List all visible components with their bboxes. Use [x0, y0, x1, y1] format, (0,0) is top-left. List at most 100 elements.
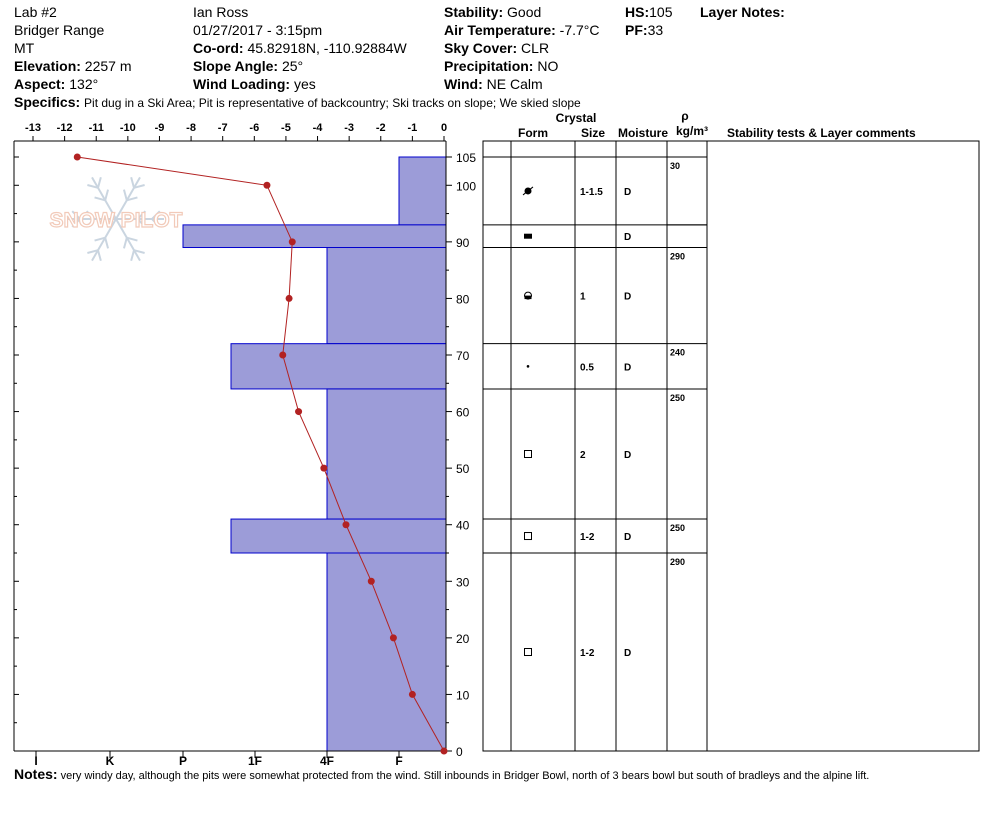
sky-row: Sky Cover: CLR	[444, 39, 600, 57]
slope-row: Slope Angle: 25°	[193, 57, 407, 75]
height-tick-label: 90	[456, 236, 470, 250]
range-name: Bridger Range	[14, 22, 105, 38]
temperature-point	[295, 408, 303, 416]
hardness-tick-label: F	[395, 754, 402, 768]
temperature-point	[263, 181, 271, 189]
hardness-bar	[398, 156, 447, 226]
temperature-tick-label: -5	[281, 122, 291, 134]
height-tick-label: 80	[456, 292, 470, 306]
temperature-tick-label: -11	[89, 122, 104, 134]
height-tick-label: 30	[456, 575, 470, 589]
pf-value: 33	[647, 22, 664, 38]
hardness-tick-label: K	[106, 754, 115, 768]
coord-row: Co-ord: 45.82918N, -110.92884W	[193, 39, 407, 57]
location-name: Lab #2	[14, 4, 57, 20]
temperature-tick-label: -7	[218, 122, 228, 134]
aspect-row: Aspect: 132°	[14, 75, 132, 93]
specifics-text: Pit dug in a Ski Area; Pit is representa…	[84, 96, 581, 110]
slope-value: 25°	[281, 58, 304, 74]
hardness-tick-label: P	[179, 754, 187, 768]
height-tick-label: 70	[456, 349, 470, 363]
snowpilot-logo: SNOW PILOT	[49, 176, 183, 262]
temperature-point	[408, 690, 416, 698]
header-col-location: Lab #2 Bridger Range MT Elevation: 2257 …	[14, 3, 132, 93]
height-tick-label: 100	[456, 179, 476, 193]
sky-label: Sky Cover:	[444, 40, 518, 56]
wind-value: NE Calm	[486, 76, 543, 92]
height-tick-label: 0	[456, 745, 463, 759]
pf-label: PF:	[625, 22, 648, 38]
temperature-point	[320, 464, 328, 472]
temperature-point	[440, 747, 448, 755]
hs-value: 105	[649, 4, 673, 20]
stability-row: Stability: Good	[444, 3, 600, 21]
snowpilot-logo-text: SNOW PILOT	[50, 209, 183, 232]
hardness-bar	[230, 518, 447, 554]
temperature-tick-label: -6	[249, 122, 259, 134]
hardness-bar	[182, 224, 447, 249]
temperature-point	[285, 294, 293, 302]
air-temp-label: Air Temperature:	[444, 22, 556, 38]
temperature-tick-label: 0	[441, 122, 447, 134]
precip-value: NO	[537, 58, 559, 74]
elevation-value: 2257 m	[84, 58, 132, 74]
height-tick-label: 60	[456, 406, 470, 420]
chart-axes: -13 -12 -11 -10 -9 -8 -7 -6 -5 -4 -3 -2 -1 0010203040…	[13, 122, 476, 768]
header-col-observer: Ian Ross 01/27/2017 - 3:15pm Co-ord: 45.…	[193, 3, 407, 93]
height-tick-label: 40	[456, 519, 470, 533]
header-col-conditions: Stability: Good Air Temperature: -7.7°C …	[444, 3, 600, 93]
notes-text: very windy day, although the pits were s…	[60, 770, 870, 782]
temperature-point	[389, 634, 397, 642]
pf-row: PF:33	[625, 21, 672, 39]
temperature-tick-label: -9	[155, 122, 165, 134]
observation-datetime: 01/27/2017 - 3:15pm	[193, 22, 323, 38]
hardness-tick-label: 4F	[320, 754, 334, 768]
hs-row: HS:105	[625, 3, 672, 21]
temperature-tick-label: -4	[313, 122, 324, 134]
hardness-bars	[182, 156, 447, 752]
height-tick-label: 10	[456, 688, 470, 702]
wind-loading-label: Wind Loading:	[193, 76, 291, 92]
layer-notes-label: Layer Notes:	[700, 4, 785, 20]
hardness-bar	[326, 552, 447, 752]
stability-value: Good	[507, 4, 542, 20]
temperature-tick-label: -12	[57, 122, 73, 134]
notes-label: Notes:	[14, 766, 58, 782]
precip-row: Precipitation: NO	[444, 57, 600, 75]
precip-label: Precipitation:	[444, 58, 534, 74]
height-tick-label: 105	[456, 151, 476, 165]
air-temp-row: Air Temperature: -7.7°C	[444, 21, 600, 39]
temperature-point	[288, 238, 296, 246]
header-col-hs: HS:105 PF:33	[625, 3, 672, 39]
snowflake-icon	[68, 176, 164, 262]
temperature-profile	[73, 153, 448, 755]
temperature-tick-label: -13	[25, 122, 41, 134]
temperature-point	[342, 521, 350, 529]
temperature-tick-label: -8	[186, 122, 196, 134]
temperature-point	[367, 577, 375, 585]
elevation-label: Elevation:	[14, 58, 81, 74]
temperature-line	[77, 156, 445, 752]
height-tick-label: 20	[456, 632, 470, 646]
temperature-point	[73, 153, 81, 161]
temperature-tick-label: -3	[344, 122, 354, 134]
temperature-tick-label: -1	[407, 122, 417, 134]
air-temp-value: -7.7°C	[559, 22, 600, 38]
hardness-tick-label: 1F	[248, 754, 262, 768]
coord-value: 45.82918N, -110.92884W	[247, 40, 407, 56]
aspect-value: 132°	[69, 76, 99, 92]
state-name: MT	[14, 40, 35, 56]
stability-label: Stability:	[444, 4, 504, 20]
layer-notes-header: Layer Notes:	[700, 3, 785, 21]
notes-row: Notes: very windy day, although the pits…	[14, 766, 869, 782]
sky-value: CLR	[521, 40, 550, 56]
wind-label: Wind:	[444, 76, 483, 92]
observer-name: Ian Ross	[193, 4, 249, 20]
specifics-row: Specifics: Pit dug in a Ski Area; Pit is…	[14, 93, 581, 112]
aspect-label: Aspect:	[14, 76, 66, 92]
hardness-bar	[326, 388, 447, 520]
wind-loading-value: yes	[293, 76, 316, 92]
specifics-label: Specifics:	[14, 94, 81, 110]
temperature-tick-label: -2	[376, 122, 386, 134]
